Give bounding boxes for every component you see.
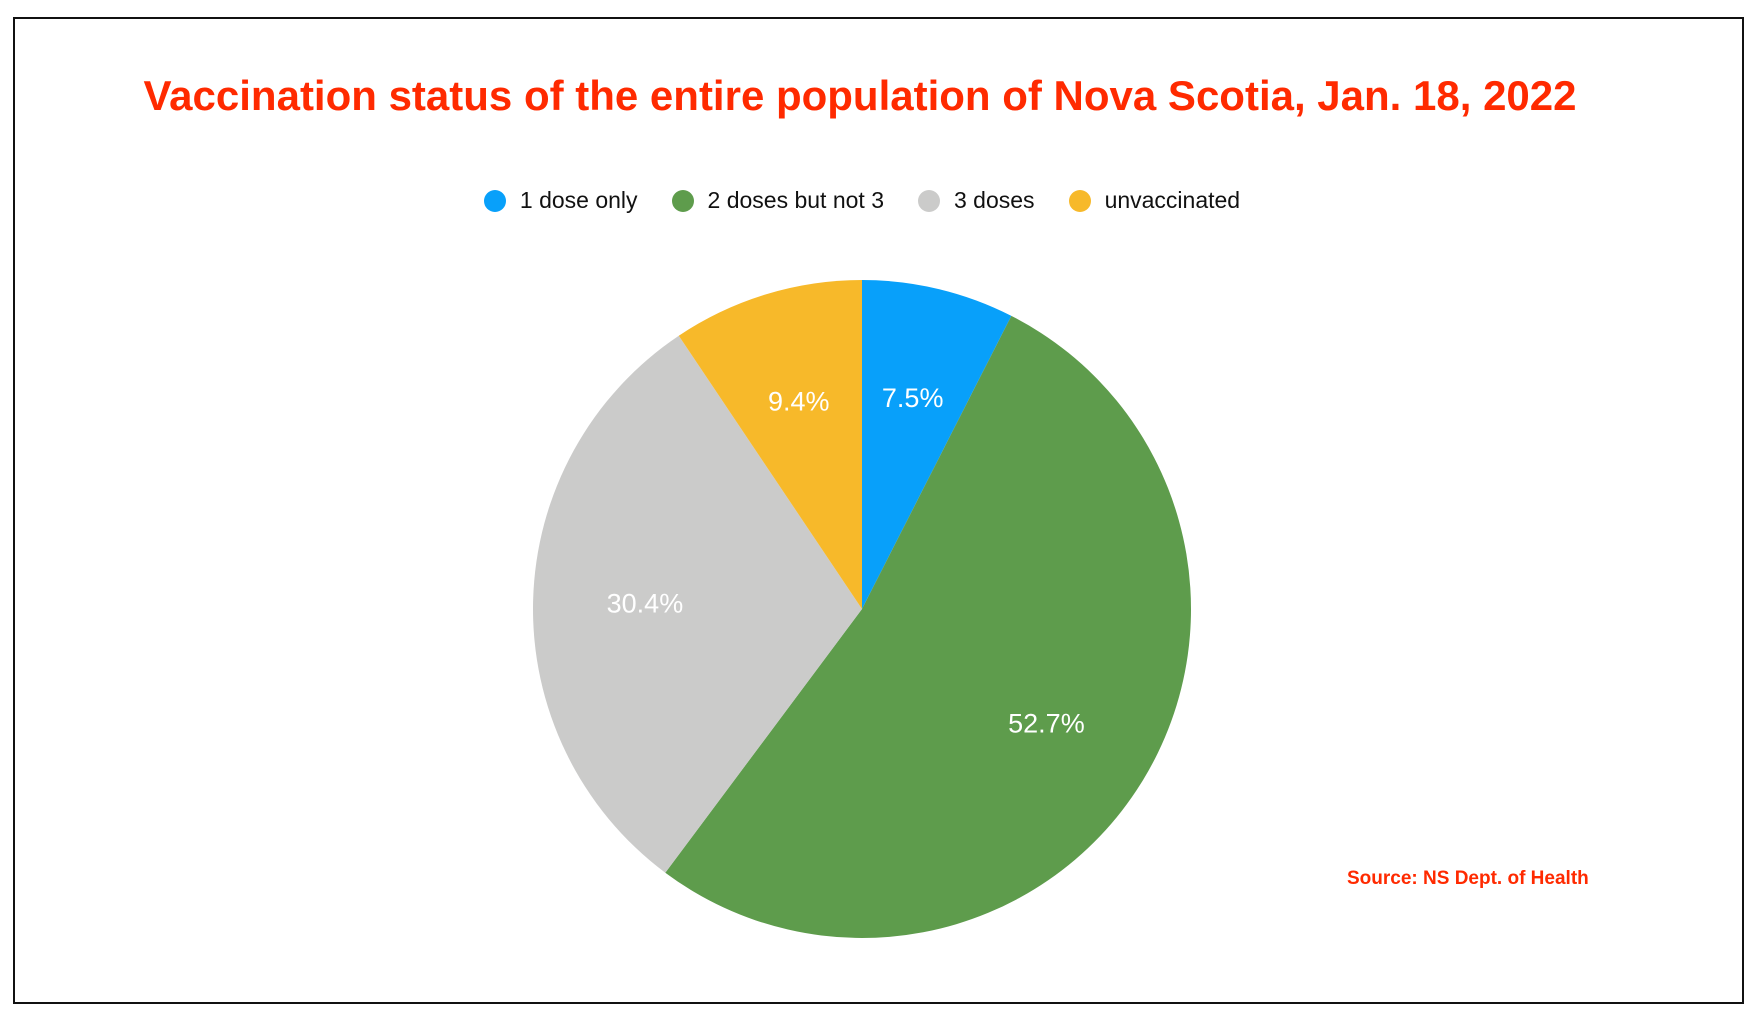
slice-label: 9.4% bbox=[768, 386, 830, 416]
legend-label: unvaccinated bbox=[1104, 187, 1241, 213]
pie-slice-3-doses bbox=[533, 335, 862, 873]
source-note: Source: NS Dept. of Health bbox=[1347, 868, 1589, 889]
legend-item-unvaccinated: unvaccinated bbox=[1068, 187, 1241, 214]
pie-slice-1-dose-only bbox=[862, 280, 1012, 609]
legend-swatch bbox=[918, 189, 940, 212]
slice-label: 30.4% bbox=[607, 589, 684, 619]
pie-slice-2-doses-but-not-3 bbox=[665, 315, 1191, 938]
legend-label: 3 doses bbox=[954, 187, 1035, 213]
pie-slice-unvaccinated bbox=[678, 280, 862, 609]
legend-swatch bbox=[1068, 189, 1091, 212]
chart-title: Vaccination status of the entire populat… bbox=[143, 72, 1577, 119]
slice-label: 7.5% bbox=[882, 383, 944, 413]
legend-swatch bbox=[671, 189, 694, 212]
legend: 1 dose only 2 doses but not 3 3 doses un… bbox=[0, 187, 1724, 214]
slice-label: 52.7% bbox=[1008, 709, 1085, 739]
legend-item-1-dose: 1 dose only bbox=[483, 187, 638, 214]
legend-item-3-doses: 3 doses bbox=[918, 187, 1035, 214]
legend-label: 2 doses but not 3 bbox=[707, 187, 884, 213]
chart-frame bbox=[13, 17, 1744, 1004]
legend-swatch bbox=[483, 189, 506, 212]
legend-label: 1 dose only bbox=[519, 187, 638, 213]
legend-item-2-doses: 2 doses but not 3 bbox=[671, 187, 884, 214]
